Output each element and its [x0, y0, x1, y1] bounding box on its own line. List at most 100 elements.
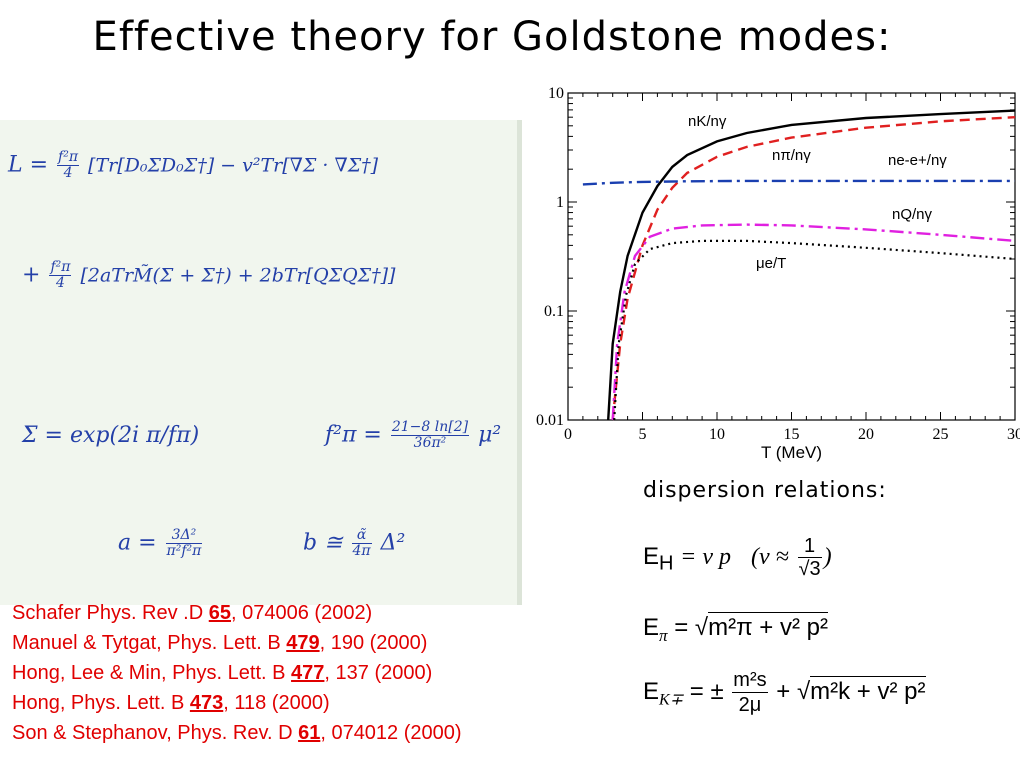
- reference-text: Schafer Phys. Rev .D: [12, 602, 209, 624]
- series-line: [613, 239, 1016, 421]
- eh-paren: (v ≈: [751, 543, 789, 570]
- series-label: nK/nγ: [688, 113, 727, 130]
- fpi-fraction: 21−8 ln[2] 36π²: [390, 419, 470, 451]
- dispersion-heading: dispersion relations:: [643, 478, 887, 503]
- reference-text: Manuel & Tytgat, Phys. Lett. B: [12, 632, 287, 654]
- series-line: [582, 179, 1015, 186]
- ek-numerator: m²s: [732, 669, 768, 693]
- y-tick-label: 10: [548, 85, 564, 102]
- reference-text: , 074006 (2002): [231, 602, 373, 624]
- x-tick-label: 0: [564, 426, 572, 443]
- reference-text: , 137 (2000): [324, 662, 433, 684]
- chart-labels-group: T (MeV) nK/nγ nπ/nγ ne-e+/nγ nQ/nγ μe/T: [688, 113, 947, 462]
- fpi-numerator: 21−8 ln[2]: [390, 419, 470, 436]
- prefactor-numerator: f²π: [57, 149, 80, 166]
- x-tick-label: 25: [933, 426, 949, 443]
- ek-fraction: m²s 2μ: [732, 668, 768, 717]
- b-denominator: 4π: [352, 543, 371, 559]
- lagrangian-prefactor: f²π 4: [57, 149, 80, 181]
- x-tick-label: 5: [639, 426, 647, 443]
- page-title: Effective theory for Goldstone modes:: [92, 14, 892, 60]
- abundance-chart: 0 5 10 15 20 25 30 0.01 0.1 1 10 T (MeV) nK/nγ nπ/nγ…: [536, 85, 1020, 462]
- reference-text: , 118 (2000): [223, 692, 330, 714]
- x-tick-label: 30: [1007, 426, 1020, 443]
- a-numerator: 3Δ²: [165, 528, 203, 544]
- a-fraction: 3Δ² π²f²π: [165, 528, 203, 559]
- ek-root: m²k + v² p²: [810, 675, 926, 705]
- a-lhs: a =: [118, 530, 157, 556]
- reference-item: Son & Stephanov, Phys. Rev. D 61, 074012…: [12, 718, 462, 748]
- fpi-denominator: 36π²: [413, 435, 447, 451]
- x-tick-label: 10: [709, 426, 725, 443]
- prefactor2-numerator: f²π: [49, 259, 72, 276]
- epi-symbol: E: [643, 614, 660, 641]
- prefactor-denominator: 4: [63, 165, 73, 181]
- eh-denominator: √3: [798, 558, 821, 580]
- a-denominator: π²f²π: [166, 543, 202, 559]
- equations-panel: L = f²π 4 [Tr[D₀ΣD₀Σ†] − v²Tr[∇Σ · ∇Σ†] …: [0, 120, 522, 605]
- lagrangian-line-2: + f²π 4 [2aTrM̃(Σ + Σ†) + 2bTr[QΣQΣ†]]: [22, 260, 395, 291]
- sigma-definition: Σ = exp(2i π/fπ): [22, 423, 200, 448]
- ek-subscript: K∓: [659, 691, 684, 709]
- reference-text: , 190 (2000): [319, 632, 428, 654]
- y-tick-label: 0.01: [536, 412, 564, 429]
- eh-subscript: H: [659, 552, 674, 575]
- fpi-lhs: f²π =: [325, 422, 382, 448]
- ek-relation: EK∓ = ± m²s 2μ + √m²k + v² p²: [643, 668, 926, 717]
- chart-axes: 0 5 10 15 20 25 30 0.01 0.1 1 10: [536, 85, 1020, 443]
- eh-fraction: 1 √3: [797, 535, 822, 580]
- lagrangian-line-1: L = f²π 4 [Tr[D₀ΣD₀Σ†] − v²Tr[∇Σ · ∇Σ†]: [8, 150, 378, 181]
- b-fraction: α̃ 4π: [351, 528, 372, 559]
- reference-volume: 479: [286, 632, 320, 654]
- eh-rhs: = v p: [680, 543, 731, 570]
- lagrangian-prefactor-2: f²π 4: [49, 259, 72, 291]
- y-tick-label: 1: [556, 194, 564, 211]
- chart-series-group: [582, 109, 1016, 421]
- b-lhs: b ≅: [303, 530, 343, 556]
- series-line: [611, 116, 1016, 421]
- eh-symbol: E: [643, 542, 660, 570]
- references-list: Schafer Phys. Rev .D 65, 074006 (2002) M…: [12, 598, 462, 748]
- fpi-definition: f²π = 21−8 ln[2] 36π² μ²: [325, 420, 501, 451]
- reference-text: Son & Stephanov, Phys. Rev. D: [12, 722, 299, 744]
- series-label: nπ/nγ: [772, 147, 811, 164]
- epi-subscript: π: [659, 625, 668, 645]
- reference-volume: 61: [298, 722, 321, 744]
- reference-text: , 074012 (2000): [320, 722, 462, 744]
- b-definition: b ≅ α̃ 4π Δ²: [303, 528, 405, 559]
- y-tick-label: 0.1: [544, 303, 564, 320]
- reference-volume: 477: [291, 662, 325, 684]
- prefactor2-denominator: 4: [55, 275, 65, 291]
- lagrangian-lhs: L =: [8, 152, 49, 178]
- series-label: ne-e+/nγ: [888, 152, 947, 169]
- lagrangian-kinetic-terms: [Tr[D₀ΣD₀Σ†] − v²Tr[∇Σ · ∇Σ†]: [88, 154, 379, 177]
- reference-text: Hong, Phys. Lett. B: [12, 692, 190, 714]
- reference-text: Hong, Lee & Min, Phys. Lett. B: [12, 662, 292, 684]
- ek-symbol: E: [643, 677, 660, 705]
- epi-equals: =: [674, 614, 689, 641]
- b-numerator: α̃: [351, 528, 372, 544]
- reference-item: Manuel & Tytgat, Phys. Lett. B 479, 190 …: [12, 628, 462, 658]
- reference-volume: 65: [208, 602, 231, 624]
- fpi-tail: μ²: [478, 422, 502, 448]
- a-definition: a = 3Δ² π²f²π: [118, 528, 204, 559]
- reference-item: Schafer Phys. Rev .D 65, 074006 (2002): [12, 598, 462, 628]
- eh-relation: EH = v p (v ≈ 1 √3 ): [643, 535, 832, 580]
- epi-root: m²π + v² p²: [708, 612, 828, 641]
- epi-relation: Eπ = √m²π + v² p²: [643, 612, 828, 645]
- series-line: [607, 109, 1016, 421]
- ek-denominator: 2μ: [738, 694, 762, 716]
- series-label: nQ/nγ: [892, 206, 933, 223]
- series-line: [611, 223, 1016, 421]
- series-label: μe/T: [756, 255, 786, 272]
- reference-item: Hong, Phys. Lett. B 473, 118 (2000): [12, 688, 462, 718]
- reference-volume: 473: [189, 692, 224, 714]
- ek-equals: = ±: [689, 677, 724, 705]
- ek-plus: +: [776, 677, 791, 705]
- x-tick-label: 20: [858, 426, 874, 443]
- eh-close: ): [823, 543, 832, 570]
- lagrangian-plus: +: [22, 262, 41, 288]
- x-tick-label: 15: [784, 426, 800, 443]
- eh-numerator: 1: [797, 535, 822, 558]
- x-axis-label: T (MeV): [761, 443, 822, 462]
